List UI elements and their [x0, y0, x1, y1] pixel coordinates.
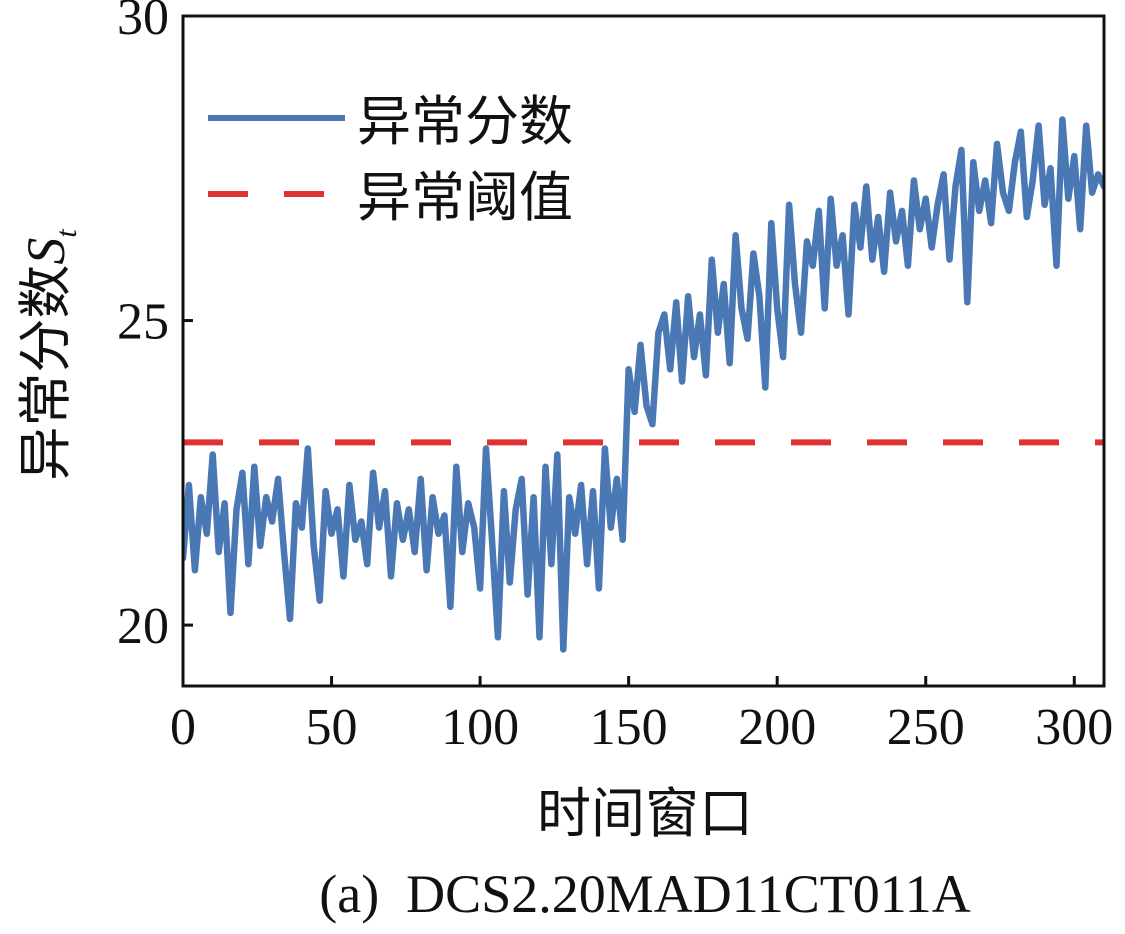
- x-tick-label-200: 200: [738, 699, 816, 756]
- svg-text:异常分数St: 异常分数St: [16, 229, 83, 481]
- legend-label-score: 异常分数: [357, 92, 573, 152]
- legend-label-threshold: 异常阈值: [357, 168, 573, 228]
- axes: 0 50 100 150 200 250 300 20 25 30: [117, 0, 1113, 756]
- y-axis-label-text: 异常分数: [16, 265, 76, 481]
- plot-area: [183, 116, 1104, 653]
- y-axis-label: 异常分数St: [16, 229, 83, 481]
- x-tick-label-150: 150: [590, 699, 668, 756]
- figure-caption: (a) DCS2.20MAD11CT011A: [319, 864, 970, 924]
- x-tick-label-250: 250: [887, 699, 965, 756]
- x-tick-label-0: 0: [170, 699, 196, 756]
- y-tick-label-30: 30: [117, 0, 169, 46]
- series-group: [183, 116, 1104, 653]
- y-tick-label-25: 25: [117, 294, 169, 351]
- plot-frame: [181, 14, 1106, 688]
- x-tick-label-100: 100: [441, 699, 519, 756]
- y-tick-label-20: 20: [117, 598, 169, 655]
- x-tick-label-50: 50: [306, 699, 358, 756]
- x-tick-label-300: 300: [1035, 699, 1113, 756]
- y-axis-label-symbol: S: [16, 238, 76, 265]
- y-axis-label-subscript: t: [50, 229, 83, 238]
- anomaly-score-line: [183, 116, 1104, 653]
- x-axis-label: 时间窗口: [537, 784, 753, 844]
